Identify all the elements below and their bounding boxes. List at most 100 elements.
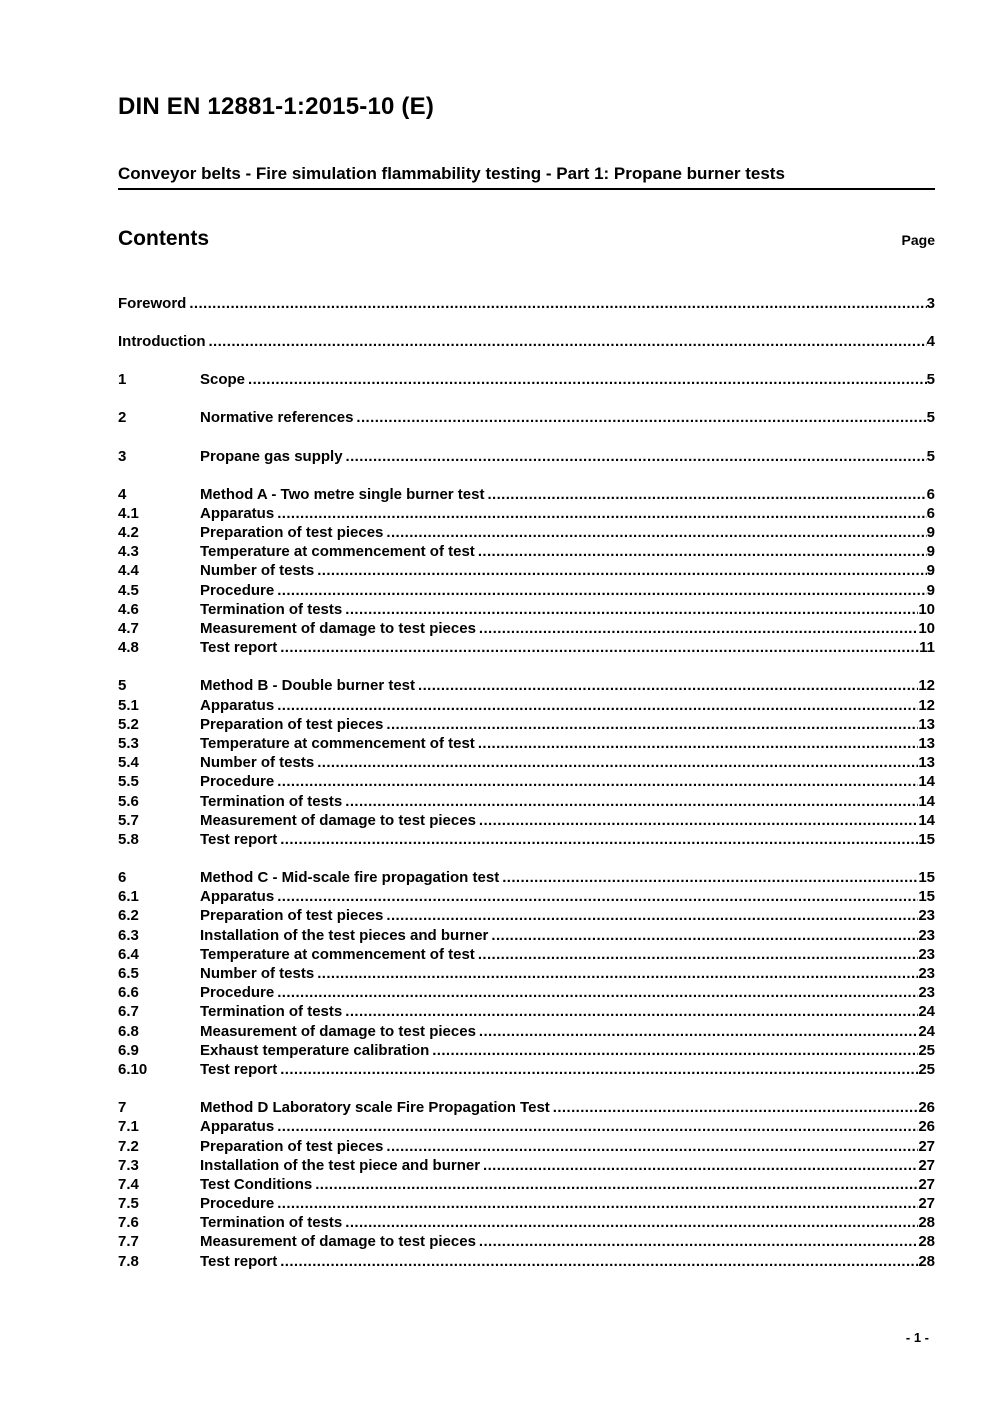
toc-entry-label: Normative references xyxy=(200,409,354,427)
toc-entry-page: 15 xyxy=(918,869,935,887)
toc-leader-dots xyxy=(208,332,926,351)
toc-entry-number: 7.3 xyxy=(118,1156,139,1174)
page-content: DIN EN 12881-1:2015-10 (E) Conveyor belt… xyxy=(118,0,935,1290)
toc-entry-page: 14 xyxy=(918,811,935,829)
toc-entry-label: Number of tests xyxy=(200,562,315,580)
toc-leader-dots xyxy=(280,638,919,657)
toc-entry-label: Termination of tests xyxy=(200,1214,343,1232)
toc-entry-number: 6.8 xyxy=(118,1022,139,1040)
toc-entry-page: 11 xyxy=(919,639,935,657)
toc-entry-number: 6.9 xyxy=(118,1041,139,1059)
toc-entry: Foreword 3 xyxy=(118,294,935,313)
toc-group: 4 Method A - Two metre single burner test… xyxy=(118,485,935,658)
toc-group: 6 Method C - Mid-scale fire propagation t… xyxy=(118,868,935,1079)
toc-entry-number: 3 xyxy=(118,447,127,465)
toc-entry-number: 5.5 xyxy=(118,773,139,791)
toc-group: 7 Method D Laboratory scale Fire Propagat… xyxy=(118,1098,935,1271)
toc-entry-page: 5 xyxy=(926,371,935,389)
toc-entry: 7.8 Test report 28 xyxy=(118,1252,935,1271)
toc-leader-dots xyxy=(189,294,926,313)
toc-entry-label: Method D Laboratory scale Fire Propagati… xyxy=(200,1099,550,1117)
toc-entry-number: 1 xyxy=(118,371,127,389)
toc-entry-number: 6.2 xyxy=(118,907,139,925)
toc-leader-dots xyxy=(418,676,918,695)
toc-group: 3 Propane gas supply 5 xyxy=(118,447,935,466)
toc-entry-number: 5.3 xyxy=(118,734,139,752)
toc-entry-number: 5.4 xyxy=(118,754,139,772)
toc-entry-label: Installation of the test piece and burne… xyxy=(200,1156,481,1174)
toc-leader-dots xyxy=(345,1213,918,1232)
toc-entry-number: 5.1 xyxy=(118,696,139,714)
toc-entry-page: 5 xyxy=(926,447,935,465)
toc-leader-dots xyxy=(317,753,918,772)
toc-entry-number: 6.6 xyxy=(118,984,139,1002)
toc-entry: 4.2 Preparation of test pieces 9 xyxy=(118,523,935,542)
toc-entry-label: Apparatus xyxy=(200,888,275,906)
toc-entry-page: 28 xyxy=(918,1233,935,1251)
toc-entry-page: 24 xyxy=(918,1003,935,1021)
toc-entry: 4.1 Apparatus 6 xyxy=(118,504,935,523)
toc-entry: 5.4 Number of tests 13 xyxy=(118,753,935,772)
toc-group: Introduction 4 xyxy=(118,332,935,351)
toc-entry: 7.4 Test Conditions 27 xyxy=(118,1175,935,1194)
toc-entry-page: 5 xyxy=(926,409,935,427)
toc-entry-number: 6.4 xyxy=(118,945,139,963)
toc-entry-label: Preparation of test pieces xyxy=(200,907,384,925)
page-column-label: Page xyxy=(901,231,935,248)
toc-entry-label: Installation of the test pieces and burn… xyxy=(200,926,489,944)
toc-leader-dots xyxy=(478,542,927,561)
toc-leader-dots xyxy=(386,906,918,925)
toc-entry-label: Number of tests xyxy=(200,754,315,772)
toc-entry-page: 23 xyxy=(918,945,935,963)
toc-entry-page: 14 xyxy=(918,773,935,791)
toc-group: 5 Method B - Double burner test 12 5.1 Appar… xyxy=(118,676,935,849)
toc-entry-page: 28 xyxy=(918,1252,935,1270)
toc-leader-dots xyxy=(277,696,918,715)
toc-entry-label: Number of tests xyxy=(200,965,315,983)
toc-entry-label: Exhaust temperature calibration xyxy=(200,1041,430,1059)
toc-entry-page: 4 xyxy=(926,332,935,350)
toc-entry-label: Preparation of test pieces xyxy=(200,715,384,733)
toc-leader-dots xyxy=(345,600,918,619)
toc-entry-page: 13 xyxy=(918,754,935,772)
toc-group: Foreword 3 xyxy=(118,294,935,313)
toc-entry: 6.8 Measurement of damage to test pieces 2… xyxy=(118,1022,935,1041)
toc-entry-page: 14 xyxy=(918,792,935,810)
toc-entry: 6.10 Test report 25 xyxy=(118,1060,935,1079)
toc-entry-label: Test Conditions xyxy=(200,1175,313,1193)
toc-group: 2 Normative references 5 xyxy=(118,408,935,427)
toc-leader-dots xyxy=(502,868,918,887)
toc-leader-dots xyxy=(478,734,919,753)
toc-entry-number: 5.2 xyxy=(118,715,139,733)
toc-entry: 6.2 Preparation of test pieces 23 xyxy=(118,906,935,925)
toc-entry-label: Test report xyxy=(200,1252,278,1270)
toc-entry: 5.7 Measurement of damage to test pieces 1… xyxy=(118,811,935,830)
toc-entry: 7.7 Measurement of damage to test pieces 2… xyxy=(118,1232,935,1251)
toc-entry: 7.1 Apparatus 26 xyxy=(118,1117,935,1136)
toc-entry-label: Apparatus xyxy=(200,696,275,714)
toc-entry-page: 25 xyxy=(918,1041,935,1059)
toc-entry-label: Temperature at commencement of test xyxy=(200,945,475,963)
toc-leader-dots xyxy=(277,1194,918,1213)
toc-leader-dots xyxy=(277,772,918,791)
toc-entry-label: Test report xyxy=(200,1060,278,1078)
contents-header-row: Contents Page xyxy=(118,226,935,251)
toc-entry-page: 23 xyxy=(918,907,935,925)
toc-entry-page: 3 xyxy=(926,294,935,312)
toc-entry-page: 24 xyxy=(918,1022,935,1040)
toc-entry: 6.4 Temperature at commencement of test 23 xyxy=(118,945,935,964)
toc-entry: 1 Scope 5 xyxy=(118,370,935,389)
toc-entry: 6.6 Procedure 23 xyxy=(118,983,935,1002)
toc-entry-page: 9 xyxy=(926,524,935,542)
toc-entry: 5.5 Procedure 14 xyxy=(118,772,935,791)
toc-entry: 4.5 Procedure 9 xyxy=(118,581,935,600)
toc-entry: 7.2 Preparation of test pieces 27 xyxy=(118,1137,935,1156)
toc-entry: 5.3 Temperature at commencement of test 13 xyxy=(118,734,935,753)
toc-entry: 4.3 Temperature at commencement of test 9 xyxy=(118,542,935,561)
toc-entry: 5.6 Termination of tests 14 xyxy=(118,792,935,811)
toc-entry-number: 5.6 xyxy=(118,792,139,810)
toc-entry-page: 13 xyxy=(918,715,935,733)
toc-entry-label: Method A - Two metre single burner test xyxy=(200,485,485,503)
toc-entry-label: Apparatus xyxy=(200,1118,275,1136)
